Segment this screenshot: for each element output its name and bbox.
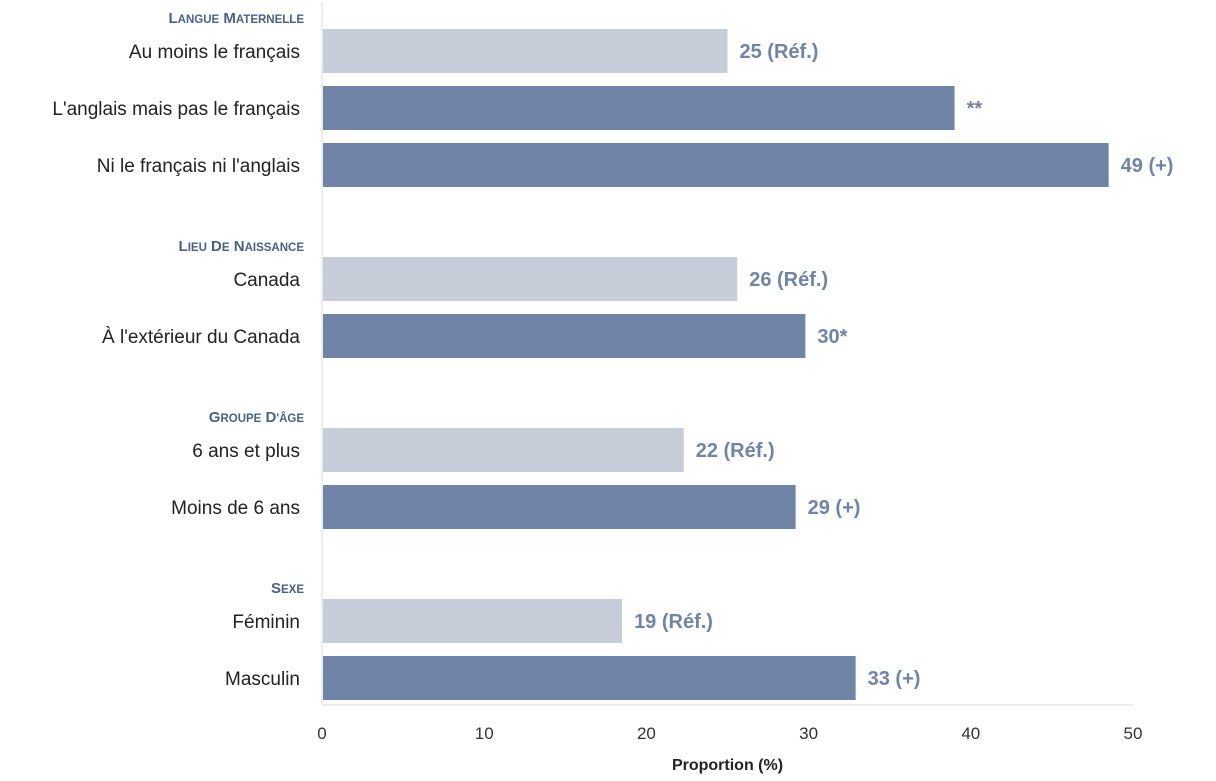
group-header-3: SEXE [271,580,304,597]
value-label-1-0: 26 (Réf.) [749,269,828,291]
value-label-2-0: 22 (Réf.) [696,440,775,462]
category-label-0-2: Ni le français ni l'anglais [97,156,300,177]
value-label-3-1: 33 (+) [868,668,921,690]
bar-2-0 [323,428,684,472]
bar-3-0 [323,599,623,643]
value-label-2-1: 29 (+) [808,497,861,519]
x-tick-label-5: 50 [1124,724,1143,743]
category-label-2-0: 6 ans et plus [192,441,300,462]
bar-1-1 [323,314,806,358]
value-label-0-2: 49 (+) [1121,155,1174,177]
bar-2-1 [323,485,796,529]
x-tick-label-2: 20 [637,724,656,743]
category-label-0-1: L'anglais mais pas le français [52,99,300,120]
x-tick-label-0: 0 [317,724,326,743]
group-header-2: GROUPE D'ÂGE [209,409,305,426]
x-tick-label-3: 30 [799,724,818,743]
x-axis-title: Proportion (%) [672,757,783,774]
bar-0-1 [323,86,955,130]
category-label-0-0: Au moins le français [129,42,300,63]
category-label-1-0: Canada [233,270,300,291]
bar-1-0 [323,257,738,301]
category-label-2-1: Moins de 6 ans [171,498,300,519]
bar-3-1 [323,656,856,700]
value-label-1-1: 30* [817,326,847,348]
x-tick-label-4: 40 [961,724,980,743]
group-header-1: LIEU DE NAISSANCE [179,238,305,255]
bar-0-0 [323,29,728,73]
value-label-0-1: ** [967,98,983,120]
x-tick-label-1: 10 [475,724,494,743]
category-label-3-0: Féminin [232,612,300,633]
category-label-3-1: Masculin [225,669,300,690]
bar-0-2 [323,143,1109,187]
category-label-1-1: À l'extérieur du Canada [102,327,300,348]
value-label-0-0: 25 (Réf.) [740,41,819,63]
value-label-3-0: 19 (Réf.) [634,611,713,633]
group-header-0: LANGUE MATERNELLE [168,10,304,27]
